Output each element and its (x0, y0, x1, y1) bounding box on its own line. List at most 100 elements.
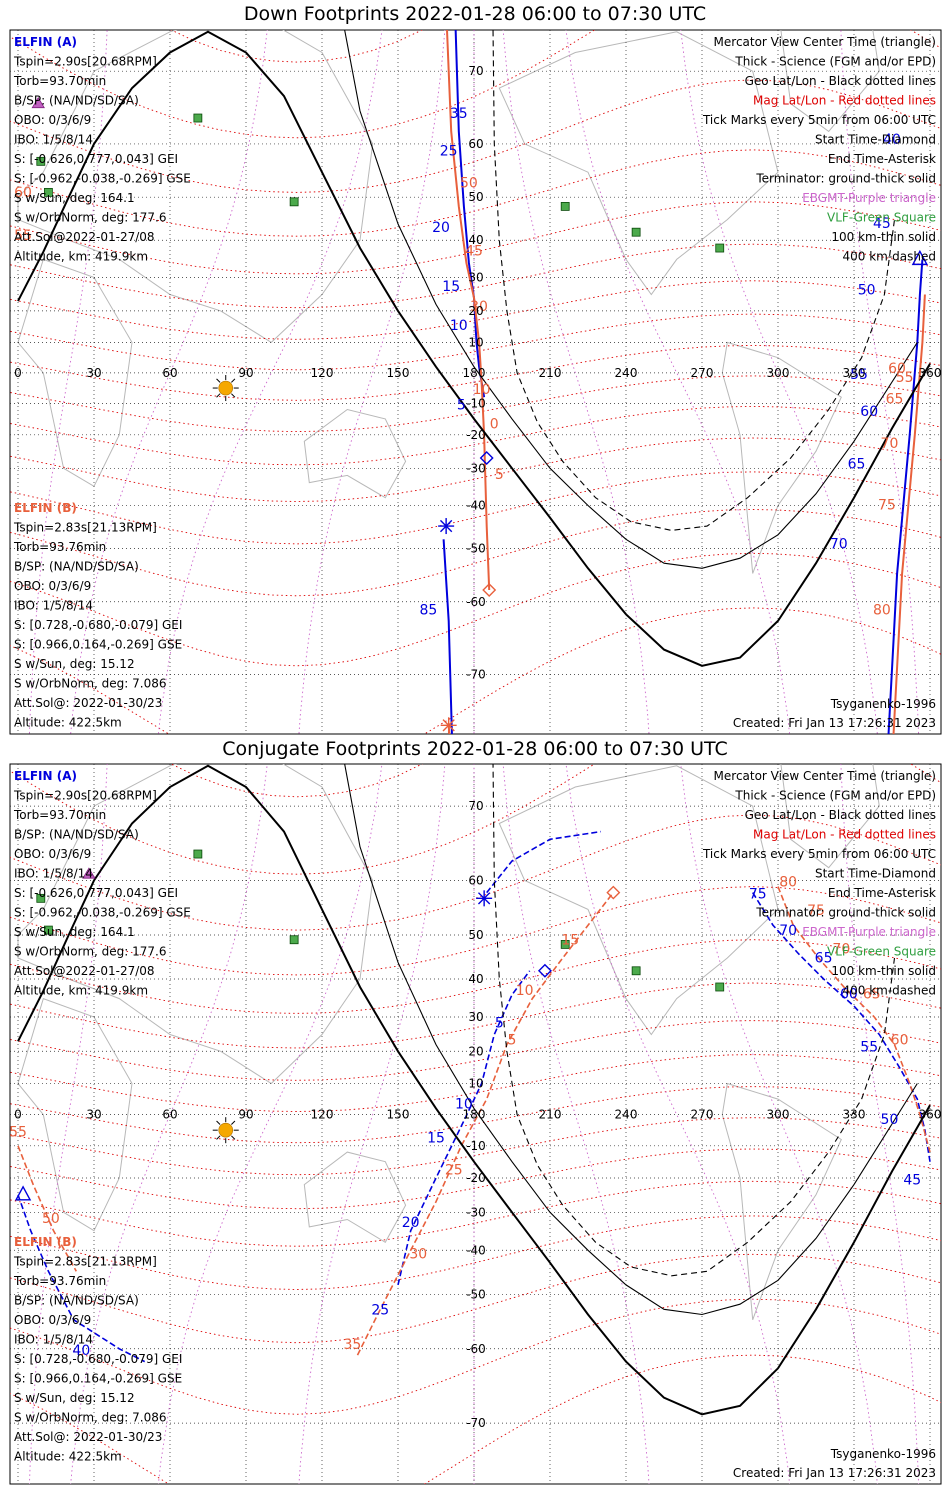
mag-lat-line (10, 1215, 941, 1290)
lon-tick-label: 270 (691, 366, 714, 380)
footprint-track-elfin-b (446, 30, 491, 591)
legend-line: Geo Lat/Lon - Black dotted lines (745, 74, 936, 88)
mag-lat-line (10, 280, 941, 340)
center-triangle-icon (911, 249, 929, 266)
sun-ray (216, 393, 221, 398)
lat-tick-label: -50 (466, 1287, 486, 1301)
mag-lat-line (10, 552, 941, 667)
elfin-b-info-line: S w/Sun, deg: 15.12 (14, 1391, 135, 1405)
terminator-line (344, 764, 918, 1316)
mag-lon-line (70, 30, 268, 734)
footprint-track-elfin-a (442, 539, 453, 734)
elfin-b-info-line: S w/OrbNorm, deg: 7.086 (14, 1411, 166, 1425)
elfin-b-info-line: S w/OrbNorm, deg: 7.086 (14, 677, 166, 691)
mag-lat-line (10, 313, 941, 371)
legend-line: Mag Lat/Lon - Red dotted lines (753, 828, 936, 842)
mag-lon-line (680, 764, 878, 1484)
orbit-tick-label: 15 (442, 279, 460, 295)
elfin-b-info-line: IBO: 1/5/8/14 (14, 599, 93, 613)
orbit-tick-label: 55 (9, 1124, 27, 1140)
lon-tick-label: 60 (162, 1108, 177, 1122)
continent-outline (303, 1151, 407, 1243)
mag-lat-line (10, 939, 941, 1014)
elfin-b-info-line: Altitude: 422.5km (14, 1450, 122, 1464)
orbit-tick-label: 30 (470, 299, 488, 315)
lat-tick-label: 10 (468, 1076, 483, 1090)
lon-tick-label: 90 (238, 366, 253, 380)
mag-lat-line (10, 886, 941, 976)
start-diamond-icon (479, 450, 494, 465)
footprint-track-elfin-b (356, 892, 614, 1356)
elfin-b-info-line: Tspin=2.83s[21.13RPM] (13, 1255, 157, 1269)
elfin-a-info-line: S: [-0.626,0.777,0.043] GEI (14, 886, 178, 900)
lon-tick-label: 270 (691, 1108, 714, 1122)
vlf-station-square (631, 227, 641, 237)
asterisk-stroke (477, 892, 491, 905)
vlf-station-square (44, 187, 53, 197)
footprint-track-elfin-b (892, 294, 926, 734)
lon-tick-label: 150 (387, 1108, 410, 1122)
legend-line: Terminator: ground-thick solid (755, 906, 936, 920)
mag-lat-line (10, 607, 941, 734)
lat-tick-label: -70 (466, 1416, 486, 1430)
legend-line: End Time-Asterisk (828, 152, 936, 166)
mag-lon-line (680, 30, 878, 734)
orbit-tick-label: 40 (72, 1343, 90, 1359)
lat-tick-label: -10 (466, 1139, 486, 1153)
elfin-b-label: ELFIN (B) (14, 1235, 77, 1249)
sun-ray (231, 378, 236, 383)
terminator-line (17, 764, 931, 1416)
elfin-a-info-line: Torb=93.70min (13, 74, 106, 88)
elfin-a-info-line: S: [-0.962,-0.038,-0.269] GSE (14, 906, 191, 920)
sun-ray (231, 393, 236, 398)
lon-tick-label: 240 (615, 366, 638, 380)
vlf-station-square (44, 925, 53, 935)
lon-tick-label: 330 (843, 1108, 866, 1122)
orbit-tick-label: 70 (881, 436, 899, 452)
lon-tick-label: 210 (539, 366, 562, 380)
legend-line: 400 km-dashed (842, 250, 936, 264)
elfin-b-label: ELFIN (B) (14, 501, 77, 515)
sun-ray (216, 1120, 221, 1125)
elfin-a-info-line: Altitude, km: 419.9km (14, 984, 148, 998)
vlf-station-square (36, 156, 46, 166)
orbit-tick-label: 5 (495, 467, 504, 483)
sun-ray (231, 1120, 236, 1125)
legend-line: Tick Marks every 5min from 06:00 UTC (702, 847, 936, 861)
lon-tick-label: 300 (767, 1108, 790, 1122)
legend-line: Tick Marks every 5min from 06:00 UTC (702, 113, 936, 127)
orbit-tick-label: 45 (465, 244, 483, 260)
legend-line: End Time-Asterisk (828, 886, 936, 900)
lat-tick-label: 50 (468, 190, 483, 204)
orbit-tick-label: 70 (830, 537, 848, 553)
lon-tick-label: 150 (387, 366, 410, 380)
vlf-station-square (193, 849, 203, 859)
vlf-station-square (631, 966, 641, 976)
orbit-tick-label: 75 (749, 886, 767, 902)
orbit-tick-label: 45 (873, 216, 891, 232)
lat-tick-label: -70 (466, 668, 486, 682)
sun-ray (216, 378, 221, 383)
lat-tick-label: -40 (466, 1243, 486, 1257)
sun-ray (231, 1135, 236, 1140)
elfin-b-info-line: S: [0.728,-0.680,-0.079] GEI (14, 618, 182, 632)
sun-disk (218, 380, 234, 396)
lat-tick-label: 40 (468, 233, 483, 247)
vlf-station-square (560, 202, 570, 211)
elfin-a-info-line: Altitude, km: 419.9km (14, 250, 148, 264)
mag-grid (10, 764, 941, 1484)
lat-tick-label: -60 (466, 1342, 486, 1356)
mag-lon-line (157, 30, 383, 734)
continent-outline (303, 408, 407, 499)
orbit-tick-label: 5 (495, 1016, 504, 1032)
vlf-station-square (560, 940, 570, 949)
lon-tick-label: 180 (463, 1108, 486, 1122)
elfin-a-info-line: S w/OrbNorm, deg: 177.6 (14, 945, 166, 959)
footprint-track-elfin-a (887, 259, 924, 734)
created-timestamp: Created: Fri Jan 13 17:26:31 2023 (733, 1466, 936, 1480)
continent-outline (498, 765, 779, 1036)
elfin-a-info-line: Torb=93.70min (13, 808, 106, 822)
terminator-line (17, 30, 931, 667)
sun-icon (212, 375, 239, 402)
